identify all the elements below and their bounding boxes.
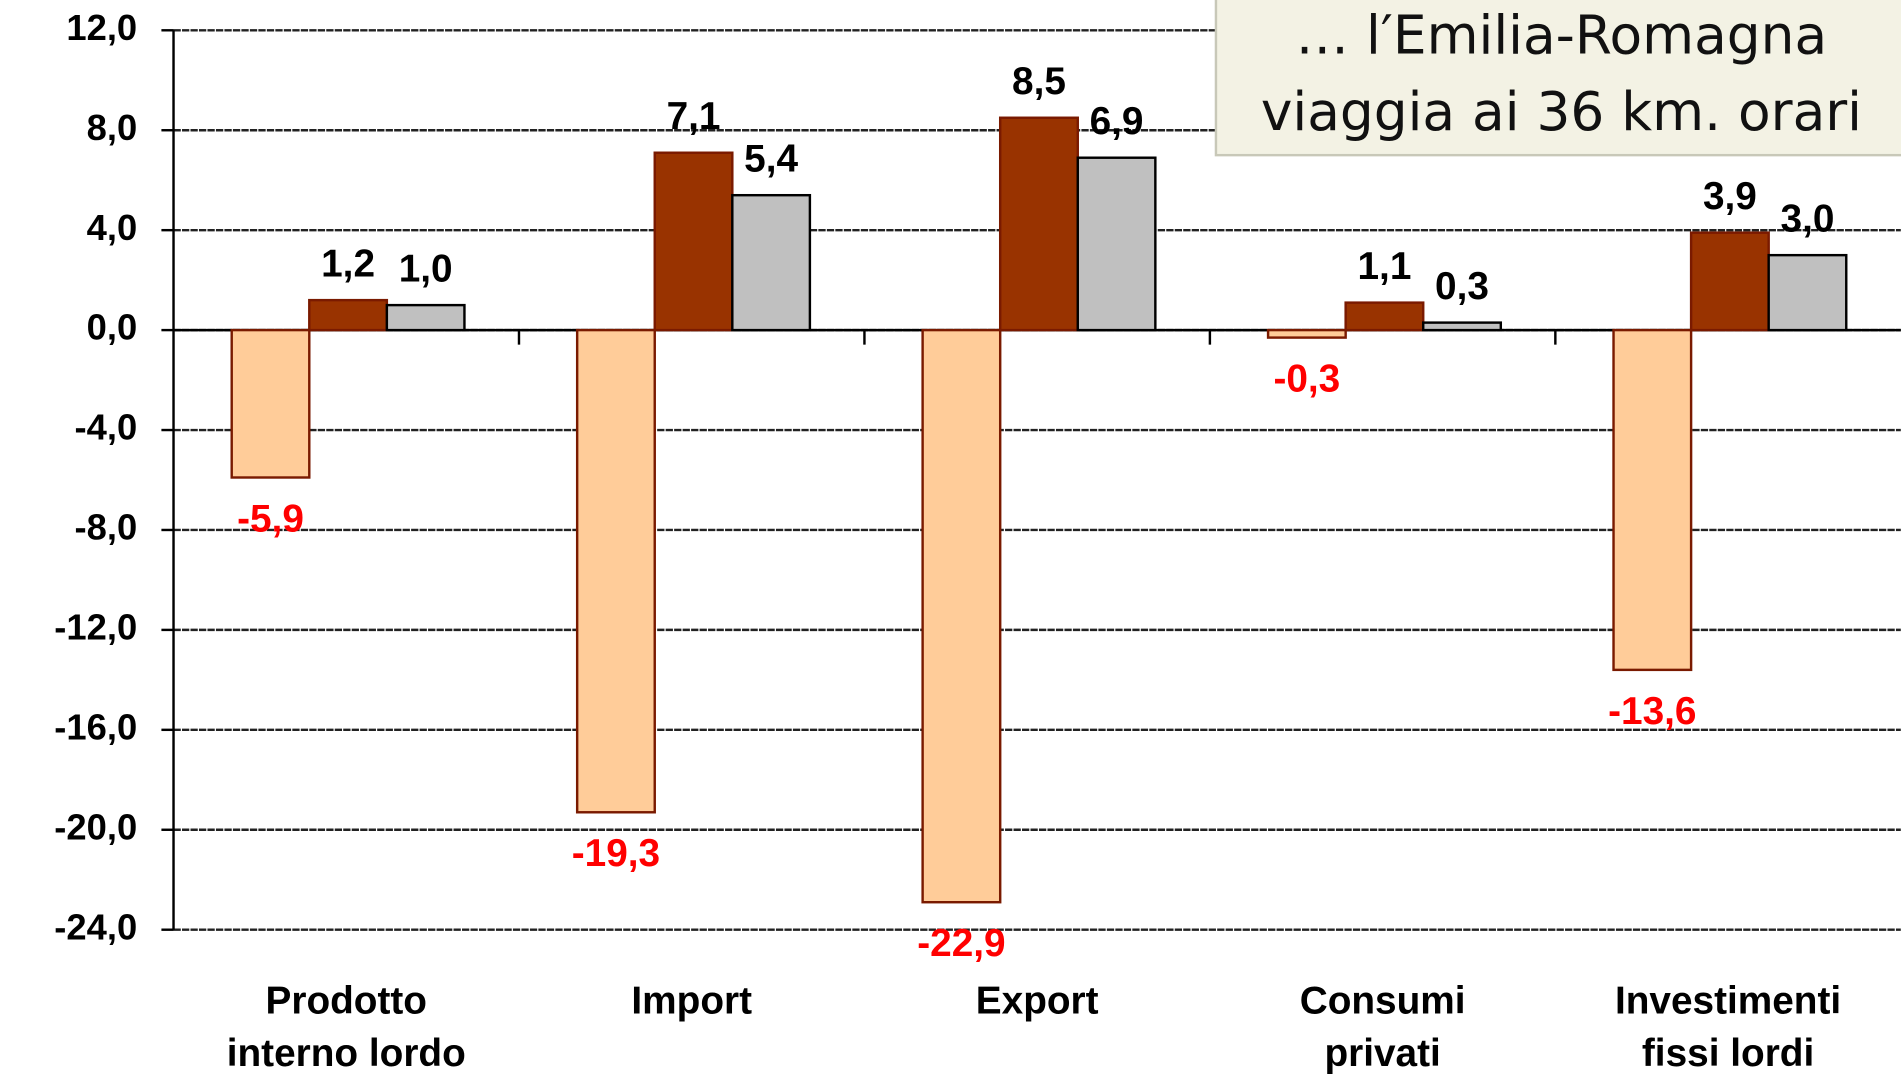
value-label: -13,6 — [1608, 690, 1696, 733]
bar — [575, 328, 656, 814]
bar — [1076, 156, 1157, 332]
bar — [1612, 328, 1693, 672]
annotation-box — [1214, 0, 1901, 157]
value-label: 3,0 — [1781, 197, 1835, 240]
value-label: 8,5 — [1012, 60, 1066, 103]
plot-area: 12,0 8,0 4,0 0,0 -4,0 -8,0 -12,0 -16,0 -20,0 -24,… — [54, 7, 1901, 1075]
value-label: 1,0 — [399, 247, 453, 290]
bar — [1689, 231, 1770, 332]
annotation: … l′Emilia-Romagna — [1296, 3, 1827, 66]
bar — [921, 328, 1002, 904]
value-label: 0,3 — [1435, 265, 1489, 308]
y-tick-label: -12,0 — [54, 607, 137, 648]
bar — [385, 303, 466, 332]
y-tick-label: -8,0 — [75, 507, 138, 548]
bar — [1422, 321, 1503, 332]
bar — [1266, 328, 1347, 339]
value-label: -19,3 — [572, 832, 660, 875]
bar — [1344, 301, 1425, 332]
value-label: 3,9 — [1703, 175, 1757, 218]
value-label: 6,9 — [1090, 100, 1144, 143]
y-tick-label: -16,0 — [54, 706, 137, 747]
y-tick-label: 4,0 — [87, 207, 138, 248]
value-label: -5,9 — [237, 497, 304, 540]
y-tick-label: 12,0 — [66, 7, 137, 48]
value-label: 1,2 — [321, 242, 375, 285]
y-tick-label: -24,0 — [54, 906, 137, 947]
value-label: 7,1 — [667, 95, 721, 138]
bar — [998, 116, 1079, 332]
y-tick-label: 8,0 — [87, 107, 138, 148]
value-label: -0,3 — [1273, 357, 1340, 400]
bar — [308, 298, 389, 332]
y-tick-label: -4,0 — [75, 407, 138, 448]
bar — [731, 193, 812, 332]
value-label: 1,1 — [1357, 245, 1411, 288]
x-tick-label: Prodotto interno lordo — [227, 980, 466, 1075]
x-tick-label: Import — [631, 980, 752, 1023]
x-tick-label: Investimenti fissi lordi — [1615, 980, 1841, 1075]
annotation: viaggia ai 36 km. orari — [1261, 80, 1862, 143]
bar — [230, 328, 311, 479]
y-tick-label: -20,0 — [54, 806, 137, 847]
value-label: -22,9 — [917, 922, 1005, 965]
value-label: 5,4 — [744, 138, 798, 181]
bar — [1767, 253, 1848, 332]
y-tick-label: 0,0 — [87, 307, 138, 348]
x-tick-label: Consumi privati — [1300, 980, 1466, 1075]
bar — [653, 151, 734, 332]
x-tick-label: Export — [976, 980, 1099, 1023]
